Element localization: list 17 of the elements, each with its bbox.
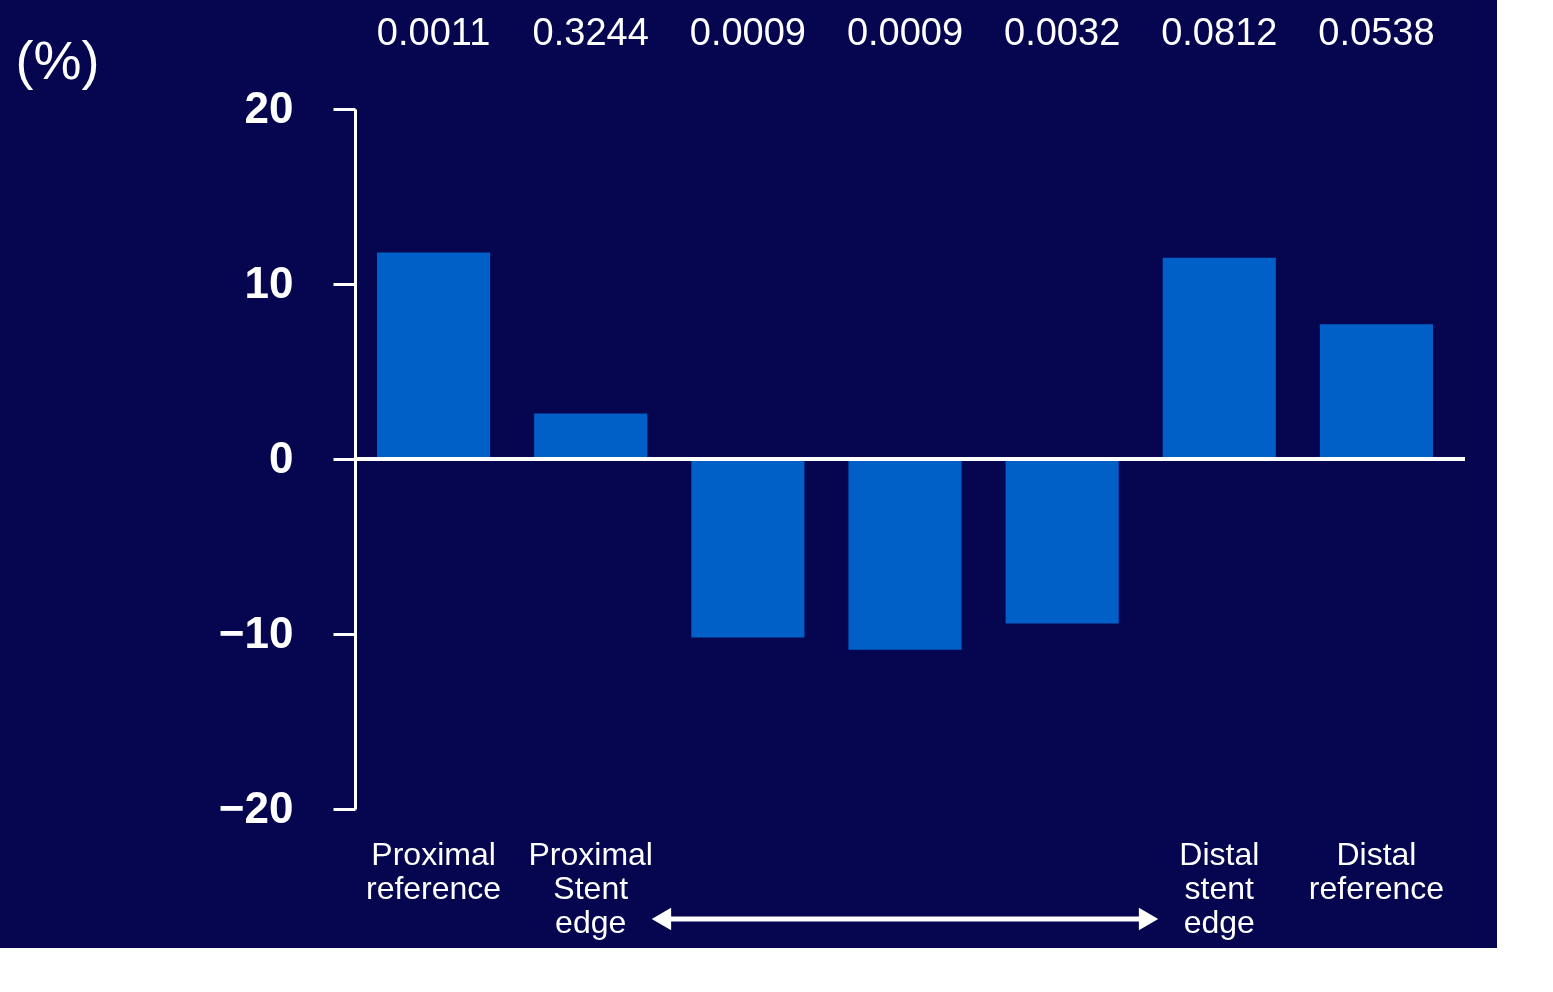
text: 0.0032 (1004, 11, 1121, 53)
x-tick-label: Proximal Stent edge (528, 835, 653, 940)
text: 0.0812 (1161, 11, 1278, 53)
y-tick-label: −20 (218, 782, 294, 832)
text: 0.0538 (1318, 11, 1435, 53)
y-tick-label: 0 (269, 432, 294, 482)
y-tick-label: 10 (244, 257, 294, 307)
y-axis-title: (%) (15, 29, 100, 90)
x-tick-label: Distal reference (1308, 835, 1445, 906)
x-tick-label: Proximal reference (365, 835, 502, 906)
text: 0.0011 (376, 11, 491, 53)
text: 0.0009 (846, 11, 964, 53)
y-tick-label: 20 (244, 82, 294, 132)
text: 0.3244 (532, 11, 649, 53)
y-tick-label: −10 (218, 607, 294, 657)
text: 0.0009 (689, 11, 806, 53)
x-tick-label: Distal stent edge (1179, 835, 1260, 940)
